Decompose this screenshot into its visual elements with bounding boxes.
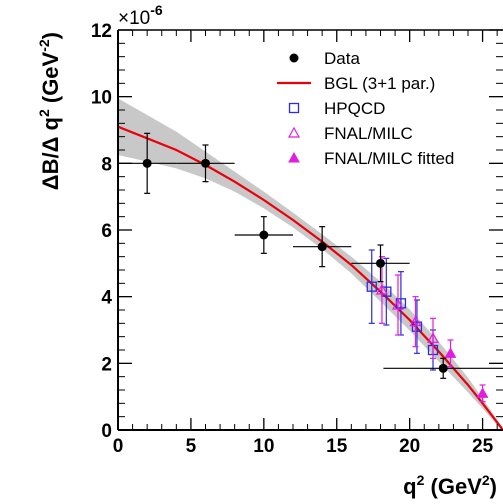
- x-tick-label: 10: [253, 436, 274, 457]
- x-axis-title: q2 (GeV2): [403, 472, 497, 499]
- y-tick-label: 4: [101, 288, 112, 309]
- x-tick-label: 25: [472, 436, 494, 457]
- legend-fnal-milc-fitted-swatch: [288, 151, 300, 163]
- y-tick-label: 10: [91, 88, 112, 109]
- y-tick-label: 12: [91, 21, 112, 42]
- legend-data-label: Data: [324, 49, 360, 68]
- fnal-milc-point-3-marker: [426, 332, 440, 343]
- y-tick-label: 2: [101, 354, 112, 375]
- hpqcd-point-3-marker: [411, 321, 423, 332]
- y-axis-title-unit-close: ): [38, 32, 63, 39]
- legend: Data BGL (3+1 par.) HPQCD FNAL/MILC FNAL/MIL…: [277, 49, 454, 168]
- x-tick-label: 15: [326, 436, 348, 457]
- hpqcd-point-0-marker: [366, 281, 377, 292]
- uncertainty-band-layer: [118, 98, 503, 430]
- y-tick-label: 6: [101, 221, 112, 242]
- data-point-3-marker: [317, 242, 327, 252]
- x-tick-label: 20: [399, 436, 420, 457]
- y-axis-title-base: ΔB/Δ q: [38, 117, 63, 190]
- x-axis-title-base: q: [403, 474, 416, 499]
- x-axis-title-unit-close: ): [490, 474, 497, 499]
- legend-data-swatch: [289, 53, 299, 63]
- data-point-2-marker: [259, 230, 269, 240]
- data-point-0-marker: [142, 158, 152, 168]
- axes-layer: 0 5 10 15 20 25 0 2 4 6 8 10 12: [91, 21, 503, 457]
- y-axis-title: ΔB/Δ q2 (GeV-2): [36, 32, 63, 190]
- legend-hpqcd-swatch: [288, 102, 300, 114]
- y-tick-label: 8: [101, 154, 112, 175]
- fnal-milc-point-2-marker: [409, 315, 422, 327]
- fnal-milc-point-1-marker: [391, 298, 405, 310]
- data-point-1-marker: [201, 158, 210, 168]
- fnal-milc-fitted-point-0-marker: [444, 347, 457, 358]
- y-axis-title-sup: 2: [36, 109, 52, 117]
- x-axis-title-unit-sup: 2: [482, 472, 490, 488]
- data-point-4-marker: [376, 258, 385, 268]
- legend-fnal-milc-fitted-label: FNAL/MILC fitted: [324, 149, 454, 168]
- x-tick-label: 5: [186, 436, 197, 457]
- y-multiplier: ×10-6: [118, 2, 163, 29]
- bgl-uncertainty-band: [118, 98, 503, 430]
- y-axis-title-unit-sup: -2: [36, 39, 52, 52]
- fnal-milc-point-0-marker: [375, 283, 388, 295]
- y-axis-title-unit: (GeV: [38, 51, 63, 109]
- axis-labels-layer: ×10-6q2 (GeV2)ΔB/Δ q2 (GeV-2): [36, 2, 497, 499]
- x-tick-label: 0: [113, 436, 124, 457]
- y-multiplier-exponent: -6: [150, 2, 163, 18]
- x-axis-title-unit: (GeV: [424, 474, 482, 499]
- x-axis-title-sup: 2: [417, 472, 425, 488]
- legend-fnal-milc-label: FNAL/MILC: [324, 124, 413, 143]
- fnal-milc-fitted-point-1-marker: [476, 387, 489, 398]
- legend-hpqcd-label: HPQCD: [324, 99, 385, 118]
- y-multiplier-base: ×10: [118, 8, 150, 29]
- data-point-5-marker: [438, 363, 448, 373]
- data-points-layer: [118, 132, 503, 403]
- legend-fnal-milc-swatch: [287, 126, 301, 138]
- legend-bgl-3-1-par--label: BGL (3+1 par.): [324, 74, 435, 93]
- y-tick-label: 0: [101, 421, 112, 442]
